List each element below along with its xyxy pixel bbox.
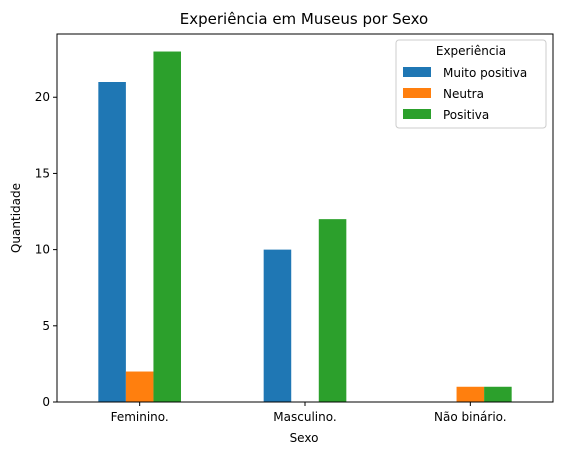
bars-group bbox=[98, 51, 512, 403]
x-tick-label: Masculino. bbox=[273, 410, 336, 424]
x-axis: Feminino. Masculino. Não binário. bbox=[111, 402, 507, 424]
bar-1-2 bbox=[318, 219, 347, 402]
y-tick-label: 15 bbox=[35, 166, 50, 180]
x-tick-label: Feminino. bbox=[111, 410, 169, 424]
legend: Experiência Muito positiva Neutra Positiva bbox=[395, 39, 547, 129]
legend-swatch-2 bbox=[403, 109, 431, 119]
legend-label-2: Positiva bbox=[443, 108, 489, 122]
bar-0-2 bbox=[153, 51, 181, 403]
legend-items: Muito positiva Neutra Positiva bbox=[403, 66, 527, 122]
y-tick-label: 20 bbox=[35, 90, 50, 104]
y-tick-label: 5 bbox=[42, 319, 50, 333]
bar-2-2 bbox=[484, 386, 512, 402]
legend-title: Experiência bbox=[436, 44, 506, 58]
bar-0-0 bbox=[98, 82, 126, 402]
legend-frame bbox=[395, 39, 547, 129]
y-axis: 0 5 10 15 20 bbox=[35, 90, 57, 409]
legend-swatch-0 bbox=[403, 67, 431, 77]
bar-0-1 bbox=[125, 371, 154, 402]
x-tick-label: Não binário. bbox=[434, 410, 507, 424]
y-tick-label: 10 bbox=[35, 243, 50, 257]
legend-swatch-1 bbox=[403, 88, 431, 98]
y-axis-label: Quantidade bbox=[9, 183, 23, 253]
bar-1-0 bbox=[263, 249, 292, 402]
legend-label-1: Neutra bbox=[443, 87, 484, 101]
x-axis-label: Sexo bbox=[290, 431, 319, 445]
legend-label-0: Muito positiva bbox=[443, 66, 527, 80]
bar-2-1 bbox=[456, 386, 485, 402]
y-tick-label: 0 bbox=[42, 395, 50, 409]
chart-title: Experiência em Museus por Sexo bbox=[180, 10, 428, 28]
